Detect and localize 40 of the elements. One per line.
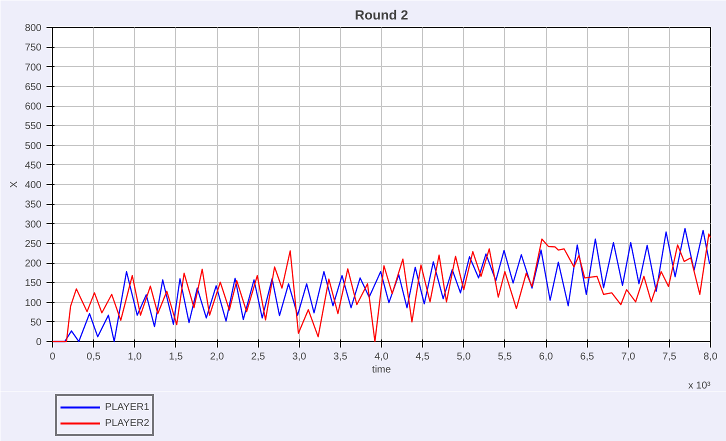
y-tick-label: 100 [24, 298, 42, 309]
x-tick-label: 5,5 [498, 352, 512, 362]
y-tick-label: 400 [24, 180, 42, 191]
y-tick-label: 50 [30, 317, 42, 328]
y-tick-label: 500 [24, 140, 42, 152]
x-tick-label: 4,5 [416, 352, 430, 362]
y-tick-label: 350 [24, 200, 42, 211]
y-tick-label: 450 [24, 160, 42, 172]
x-tick-label: 6,5 [580, 352, 595, 362]
x-tick-label: 2,5 [251, 352, 266, 362]
y-tick-label: 300 [24, 219, 42, 230]
y-tick-label: 750 [24, 42, 42, 54]
x-tick-label: 1,0 [128, 352, 142, 362]
x-tick-label: 5,0 [456, 352, 472, 362]
x-tick-label: 3,0 [292, 352, 307, 362]
x-axis-title: time [372, 364, 392, 376]
x-tick-label: 8,0 [704, 352, 718, 362]
chart-title: Round 2 [354, 8, 408, 22]
x-tick-label: 2,0 [210, 352, 224, 362]
x-tick-label: 4,0 [374, 352, 389, 362]
legend-label: PLAYER1 [105, 400, 150, 414]
y-axis-title: X [8, 180, 20, 188]
text: x 10³ [688, 380, 712, 392]
x-tick-label: 7,5 [662, 352, 677, 362]
x-tick-label: 7,0 [621, 352, 636, 362]
y-tick-label: 250 [24, 238, 42, 250]
y-tick-label: 550 [24, 121, 42, 132]
x-tick-label: 0 [50, 352, 56, 362]
y-tick-label: 700 [24, 62, 42, 74]
x-tick-label: 1,5 [168, 352, 184, 362]
x-tick-label: 3,5 [333, 352, 348, 362]
x-tick-label: 0,5 [86, 352, 102, 362]
y-tick-label: 0 [36, 337, 42, 348]
y-tick-label: 650 [24, 82, 42, 93]
y-tick-label: 150 [24, 278, 42, 290]
y-tick-label: 200 [24, 258, 42, 270]
x-tick-label: 6,0 [539, 352, 554, 362]
y-tick-label: 800 [24, 23, 42, 34]
legend-label: PLAYER2 [105, 416, 150, 430]
y-tick-label: 600 [24, 102, 42, 112]
